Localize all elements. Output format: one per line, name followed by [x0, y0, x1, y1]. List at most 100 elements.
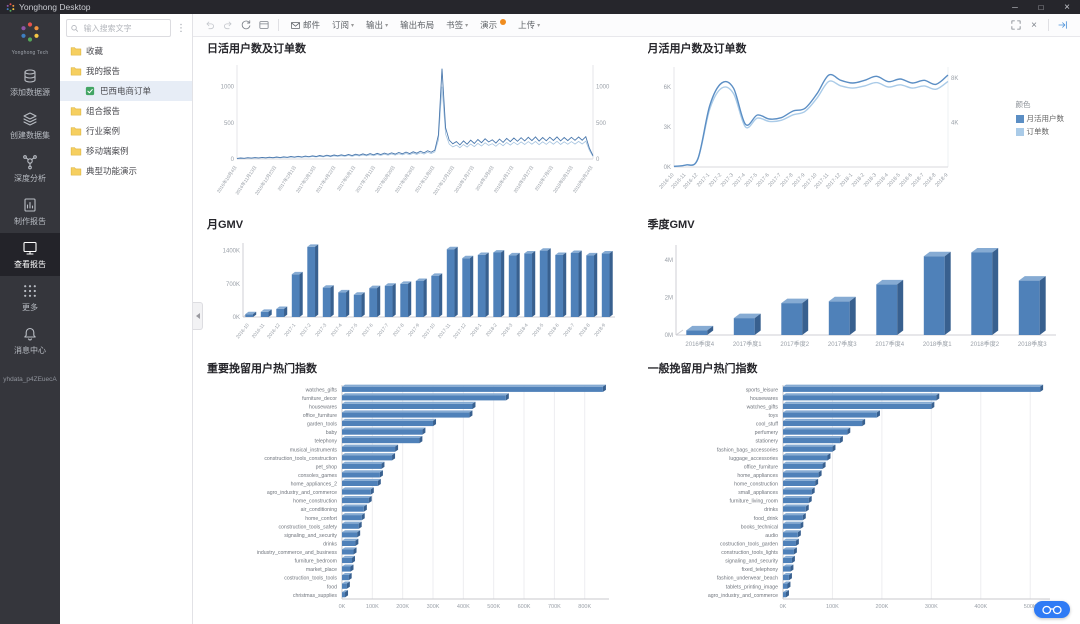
search-box[interactable]: [66, 19, 171, 37]
yonghong-logo: Yonghong Tech: [0, 14, 60, 61]
chart-title: 季度GMV: [647, 219, 695, 231]
toolbar-button-present[interactable]: 演示: [474, 14, 512, 36]
svg-text:700K: 700K: [548, 604, 561, 610]
svg-text:2017年12月18日: 2017年12月18日: [431, 164, 456, 196]
app-body: Yonghong Tech 添加数据源 创建数据集深度分析制作报告 查看报告 更多消息…: [0, 14, 1080, 624]
close-icon: ×: [1031, 19, 1037, 31]
svg-text:drinks: drinks: [764, 507, 778, 513]
assistant-button[interactable]: [1034, 601, 1070, 618]
redo-icon[interactable]: [219, 16, 237, 34]
undo-icon[interactable]: [201, 16, 219, 34]
svg-text:small_appliances: small_appliances: [738, 490, 778, 496]
tree-item-combined-reports[interactable]: 组合报告: [60, 101, 192, 121]
folder-icon: [70, 145, 82, 157]
toolbar-button-subscribe[interactable]: 订阅 ▾: [326, 14, 360, 36]
chart-panel-general-retention: 一般挽留用户热门指数 0K 100K 200K 300K 400K 500K sports_…: [648, 361, 1067, 618]
svg-text:2017年7月11日: 2017年7月11日: [354, 164, 377, 194]
maximize-button[interactable]: □: [1038, 2, 1044, 12]
sidebar-item-view-report[interactable]: 查看报告: [0, 233, 60, 276]
svg-text:construction_tools_lights: construction_tools_lights: [721, 550, 778, 556]
svg-text:christmas_supplies: christmas_supplies: [293, 593, 338, 599]
tree-item-label: 典型功能演示: [86, 166, 138, 176]
toolbar-button-bookmark[interactable]: 书签 ▾: [440, 14, 474, 36]
toolbar-button-mail[interactable]: 邮件: [284, 14, 326, 36]
svg-text:home_appliances_2: home_appliances_2: [291, 482, 338, 488]
general-retention-chart: 0K 100K 200K 300K 400K 500K sports_leisurehous…: [707, 384, 1050, 610]
toolbar-divider: [278, 19, 279, 31]
svg-text:0: 0: [231, 157, 235, 163]
sidebar-item-make-report[interactable]: 制作报告: [0, 190, 60, 233]
svg-text:2017-9: 2017-9: [407, 322, 421, 338]
analysis-icon: [22, 154, 38, 170]
svg-text:2018年8月15日: 2018年8月15日: [551, 164, 575, 194]
chart-panel-monthly-active-users: 月活用户数及订单数 0K 3K 6K 4K 8K 2016-10 2016-11 2016-1…: [648, 41, 1067, 209]
svg-text:industry_commerce_and_business: industry_commerce_and_business: [257, 550, 338, 556]
tree-item-my-reports[interactable]: 我的报告: [60, 61, 192, 81]
svg-text:2018季度2: 2018季度2: [970, 340, 999, 348]
close-window-button[interactable]: ×: [1064, 1, 1070, 13]
sidebar-item-create-dataset[interactable]: 创建数据集: [0, 104, 60, 147]
svg-text:housewares: housewares: [309, 405, 337, 411]
folder-icon: [70, 45, 82, 57]
toolbar-button-upload[interactable]: 上传 ▾: [512, 14, 546, 36]
legend-item[interactable]: 月活用户数: [1015, 113, 1064, 124]
svg-text:perfumery: perfumery: [754, 430, 778, 436]
important-retention-chart: 0K 100K 200K 300K 400K 500K 600K 700K 800K watche…: [257, 384, 609, 610]
refresh-icon[interactable]: [237, 16, 255, 34]
svg-text:2017-8: 2017-8: [392, 322, 406, 338]
collapse-tree-button[interactable]: [193, 302, 203, 330]
svg-text:2016-10: 2016-10: [235, 322, 251, 340]
minimize-button[interactable]: ─: [1012, 2, 1018, 12]
svg-text:500K: 500K: [487, 604, 500, 610]
svg-text:home_construction: home_construction: [734, 482, 778, 488]
svg-text:2M: 2M: [664, 296, 672, 302]
legend-item[interactable]: 订单数: [1015, 126, 1065, 137]
more-icon: [22, 283, 38, 299]
collapse-panel-icon[interactable]: [1054, 16, 1072, 34]
tree-menu-button[interactable]: ⋮: [176, 22, 186, 34]
svg-text:1400K: 1400K: [223, 249, 240, 255]
reset-icon[interactable]: [255, 16, 273, 34]
fullscreen-icon[interactable]: [1007, 16, 1025, 34]
search-input[interactable]: [81, 22, 166, 34]
legend-label: 订单数: [1026, 127, 1050, 136]
svg-text:0K: 0K: [779, 604, 786, 610]
tree-item-label: 我的报告: [86, 66, 121, 76]
sidebar-item-deep-analysis[interactable]: 深度分析: [0, 147, 60, 190]
svg-text:costruction_tools_garden: costruction_tools_garden: [720, 541, 778, 547]
app-logo-icon: [6, 2, 15, 12]
folder-icon: [70, 165, 82, 177]
svg-text:800K: 800K: [578, 604, 591, 610]
database-add-icon: [22, 68, 38, 84]
folder-icon: [70, 105, 82, 117]
svg-text:300K: 300K: [427, 604, 440, 610]
tree-item-favorites[interactable]: 收藏: [60, 41, 192, 61]
svg-text:2017年2月1日: 2017年2月1日: [276, 164, 298, 192]
chart-title: 月GMV: [207, 219, 244, 231]
tree-item-mobile-cases[interactable]: 移动端案例: [60, 141, 192, 161]
tree-item-industry-cases[interactable]: 行业案例: [60, 121, 192, 141]
close-icon[interactable]: ×: [1025, 16, 1043, 34]
svg-text:signaling_and_security: signaling_and_security: [284, 533, 337, 539]
sidebar-item-label: 深度分析: [14, 174, 46, 183]
svg-text:500K: 500K: [1023, 604, 1036, 610]
chart-panel-daily-active-users: 日活用户数及订单数 0 0 500 500 1000 1000 2016年10月4日 2016…: [207, 41, 626, 209]
svg-text:home_appliances: home_appliances: [737, 473, 778, 479]
sidebar-item-message-center[interactable]: 消息中心: [0, 319, 60, 362]
toolbar-right-icons: ×: [1007, 16, 1072, 34]
svg-text:3K: 3K: [663, 125, 670, 131]
svg-text:stationery: stationery: [755, 439, 778, 445]
sidebar-item-more[interactable]: 更多: [0, 276, 60, 319]
tree-item-feature-demos[interactable]: 典型功能演示: [60, 161, 192, 181]
tree-item-brazil-ecommerce-orders[interactable]: 巴西电商订单: [60, 81, 192, 101]
sidebar-username[interactable]: yhdata_p4ZEuecA: [3, 376, 57, 383]
report-view-icon: [22, 240, 38, 256]
sidebar-item-label: 消息中心: [14, 346, 46, 355]
sidebar-item-add-datasource[interactable]: 添加数据源: [0, 61, 60, 104]
dataset-icon: [22, 111, 38, 127]
toolbar-button-export[interactable]: 输出 ▾: [360, 14, 394, 36]
svg-text:2017季度1: 2017季度1: [732, 340, 761, 348]
chart-title: 日活用户数及订单数: [207, 43, 306, 55]
svg-text:2017-6: 2017-6: [361, 322, 375, 338]
toolbar-button-export-layout[interactable]: 输出布局: [394, 14, 440, 36]
